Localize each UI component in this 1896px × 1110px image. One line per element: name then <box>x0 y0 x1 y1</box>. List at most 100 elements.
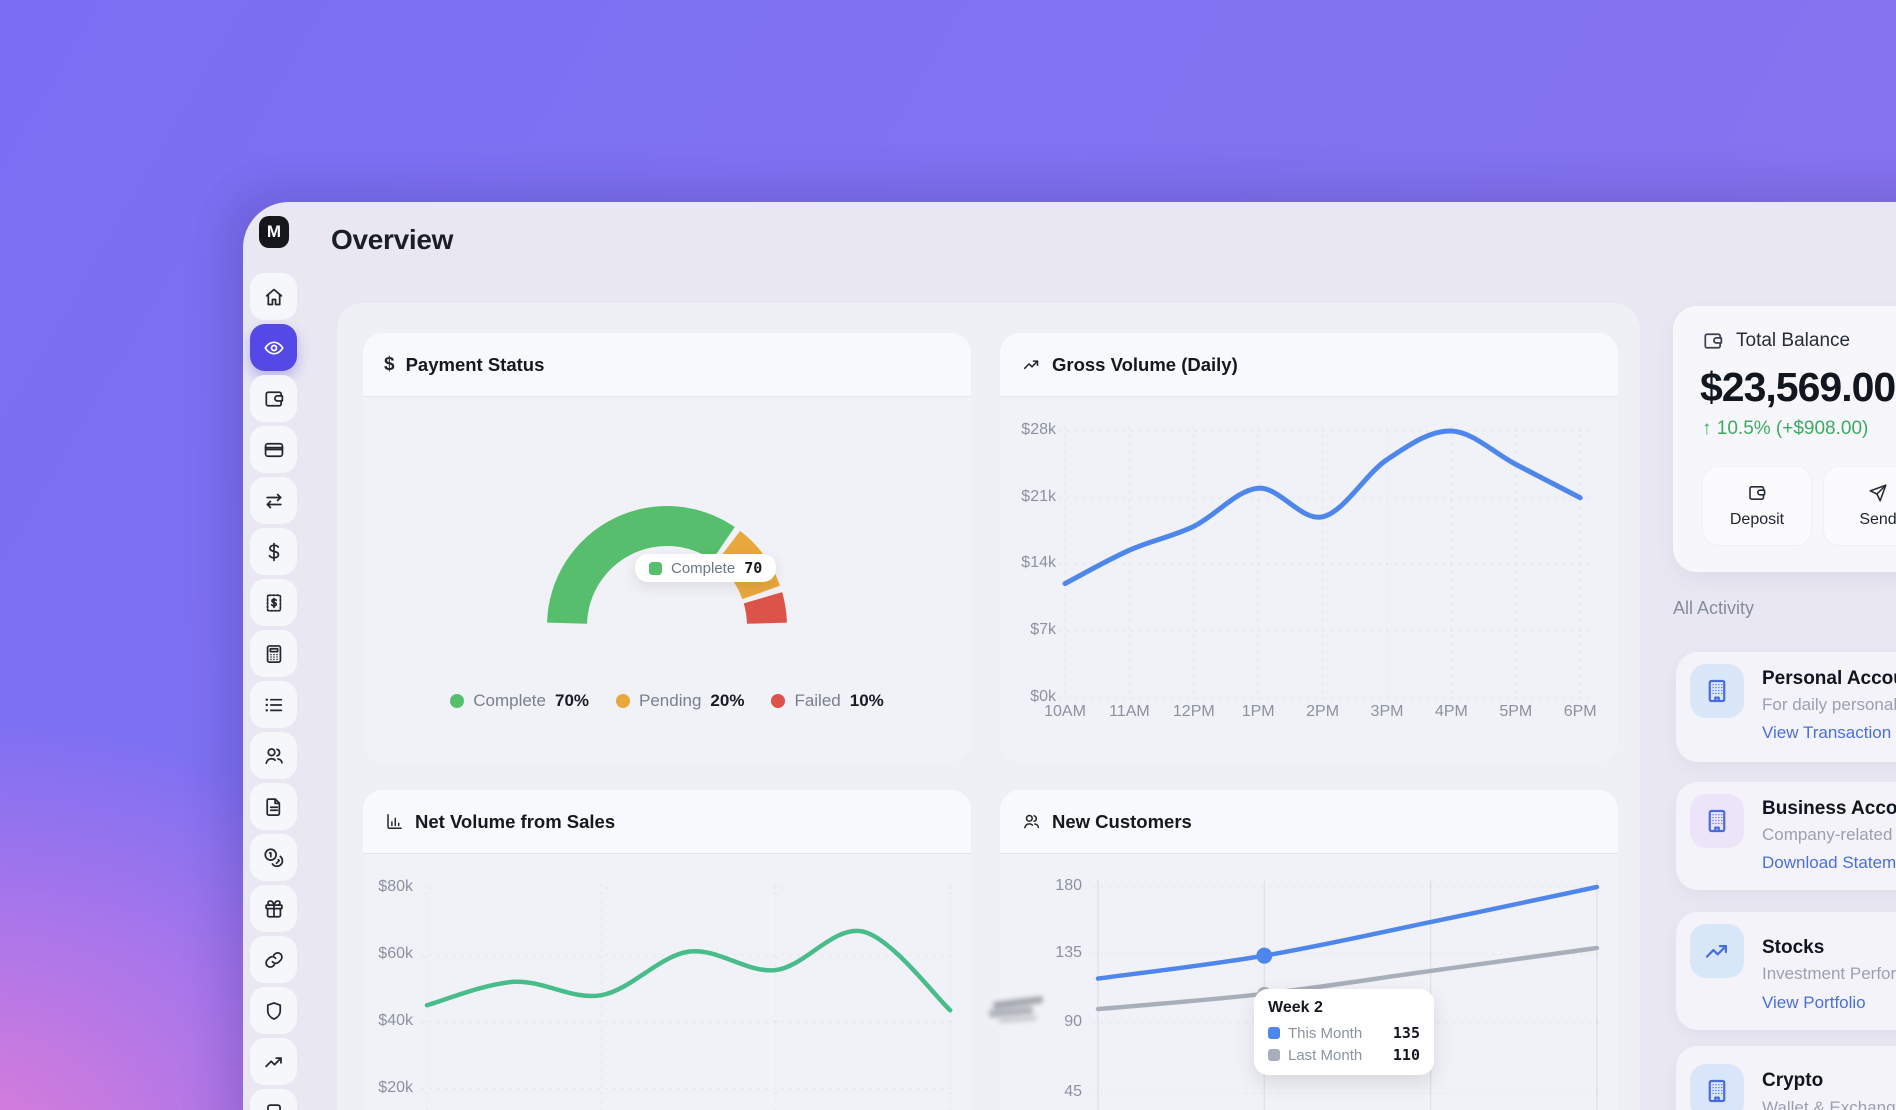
app-logo: M <box>259 216 289 248</box>
trending-up-icon <box>1021 355 1041 375</box>
gross-volume-body: $28k $21k $14k $7k $0k 10AM 11AM 12PM 1PM 2PM 3PM 4… <box>1000 397 1618 762</box>
tooltip-row-label: This Month <box>1288 1024 1363 1042</box>
coins-icon <box>263 847 285 869</box>
legend-label: Complete <box>473 691 546 710</box>
activity-card-personal-account[interactable]: Personal Accou For daily personal View T… <box>1676 652 1896 762</box>
activity-title: Business Accou <box>1762 798 1896 819</box>
net-volume-chart <box>421 884 953 1110</box>
view-transactions-link[interactable]: View Transaction <box>1762 723 1892 742</box>
y-axis-label: $7k <box>1030 621 1056 638</box>
sidebar-item-list[interactable] <box>250 681 297 728</box>
blur-artifact <box>988 995 1051 1029</box>
sidebar-item-trending-up[interactable] <box>250 1038 297 1085</box>
sidebar-item-eye[interactable] <box>250 324 297 371</box>
activity-card-crypto[interactable]: Crypto Wallet & Exchang <box>1676 1046 1896 1110</box>
legend-label: Pending <box>639 691 702 710</box>
legend-item-failed: Failed 10% <box>771 691 884 711</box>
week-tooltip: Week 2 This Month 135 Last Month 110 <box>1254 989 1434 1075</box>
credit-card-icon <box>263 439 285 461</box>
sidebar-item-dollar[interactable] <box>250 528 297 575</box>
sidebar-item-shield[interactable] <box>250 987 297 1034</box>
view-portfolio-link[interactable]: View Portfolio <box>1762 993 1866 1012</box>
y-axis-label: $28k <box>1021 421 1056 438</box>
building-icon <box>1690 794 1744 848</box>
sidebar-item-file[interactable] <box>250 783 297 830</box>
building-icon <box>1690 1064 1744 1110</box>
dollar-icon <box>263 541 285 563</box>
file-icon <box>263 796 285 818</box>
legend-value: 20% <box>710 691 745 710</box>
sidebar-item-gift[interactable] <box>250 885 297 932</box>
sidebar-item-device[interactable] <box>250 1089 297 1110</box>
gross-volume-card: Gross Volume (Daily) $28k $21k $14k $7k $0k 1… <box>1000 333 1618 762</box>
x-axis-label: 4PM <box>1434 703 1468 720</box>
sidebar-item-wallet[interactable] <box>250 375 297 422</box>
x-axis-label: 3PM <box>1370 703 1404 720</box>
shield-icon <box>263 1000 285 1022</box>
x-axis-label: 5PM <box>1499 703 1533 720</box>
download-statement-link[interactable]: Download Statem <box>1762 853 1896 872</box>
trending-up-icon <box>1690 924 1744 978</box>
main-content: $ Payment Status Complete 70 Complete 70%… <box>337 303 1640 1110</box>
new-customers-body: Week 2 This Month 135 Last Month 110 180… <box>1000 854 1618 1110</box>
y-axis-label: 90 <box>1064 1013 1082 1030</box>
tooltip-row: This Month 135 <box>1268 1024 1420 1042</box>
balance-change: ↑ 10.5% (+$908.00) <box>1702 418 1869 439</box>
list-icon <box>263 694 285 716</box>
sidebar-item-calculator[interactable] <box>250 630 297 677</box>
tooltip-value: 70 <box>744 559 763 577</box>
x-axis-label: 2PM <box>1306 703 1340 720</box>
activity-card-stocks[interactable]: Stocks Investment Perfor View Portfolio <box>1676 912 1896 1030</box>
tooltip-title: Week 2 <box>1268 999 1323 1016</box>
dollar-sign-icon: $ <box>384 353 395 375</box>
activity-subtitle: Company-related <box>1762 825 1893 844</box>
card-title: Gross Volume (Daily) <box>1052 353 1238 375</box>
page-title: Overview <box>331 224 454 255</box>
x-axis-label: 6PM <box>1563 703 1597 720</box>
legend-label: Failed <box>794 691 841 710</box>
card-title: Payment Status <box>405 353 545 375</box>
link-icon <box>263 949 285 971</box>
y-axis-label: $60k <box>378 945 413 962</box>
deposit-button[interactable]: Deposit <box>1702 466 1812 546</box>
users-icon <box>1021 812 1041 832</box>
last-month-swatch <box>1268 1049 1280 1061</box>
tooltip-row-value: 135 <box>1392 1024 1420 1042</box>
y-axis-label: 45 <box>1064 1083 1082 1100</box>
payment-status-header: $ Payment Status <box>363 333 971 397</box>
gift-icon <box>263 898 285 920</box>
device-icon <box>263 1102 285 1110</box>
deposit-label: Deposit <box>1729 511 1785 528</box>
payment-status-card: $ Payment Status Complete 70 Complete 70%… <box>363 333 971 762</box>
send-label: Send <box>1859 511 1896 528</box>
sidebar-item-home[interactable] <box>250 273 297 320</box>
sidebar-item-arrows-transfer[interactable] <box>250 477 297 524</box>
sidebar-item-link[interactable] <box>250 936 297 983</box>
balance-header: Total Balance <box>1702 330 1850 352</box>
sidebar-item-receipt[interactable] <box>250 579 297 626</box>
gauge-legend: Complete 70% Pending 20% Failed 10% <box>363 691 971 711</box>
sidebar-item-credit-card[interactable] <box>250 426 297 473</box>
net-volume-body: $80k $60k $40k $20k <box>363 854 971 1110</box>
legend-item-pending: Pending 20% <box>616 691 744 711</box>
this-month-swatch <box>1268 1027 1280 1039</box>
activity-title: Stocks <box>1762 937 1825 958</box>
legend-swatch <box>616 694 631 708</box>
home-icon <box>263 286 285 308</box>
legend-value: 70% <box>554 691 590 710</box>
trending-up-icon <box>263 1051 285 1073</box>
balance-label: Total Balance <box>1736 330 1851 351</box>
send-button[interactable]: Send <box>1823 466 1896 546</box>
activity-card-business-account[interactable]: Business Accou Company-related Download … <box>1676 782 1896 890</box>
x-axis-label: 10AM <box>1044 703 1086 720</box>
x-axis-label: 11AM <box>1109 703 1150 720</box>
y-axis-label: $0k <box>1030 688 1056 705</box>
sidebar-item-users[interactable] <box>250 732 297 779</box>
legend-value: 10% <box>849 691 884 710</box>
balance-amount: $23,569.00 <box>1700 364 1896 410</box>
activity-subtitle: Wallet & Exchang <box>1762 1098 1896 1110</box>
wallet-icon <box>1747 483 1767 503</box>
sidebar-item-coins[interactable] <box>250 834 297 881</box>
activity-subtitle: For daily personal <box>1762 695 1896 714</box>
payment-status-body: Complete 70 Complete 70% Pending 20% Failed 1… <box>363 397 971 762</box>
